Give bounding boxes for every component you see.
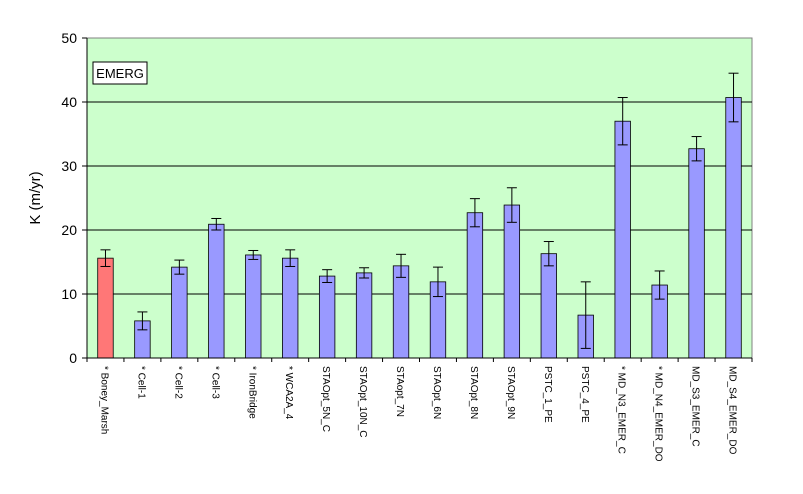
error-bar — [691, 136, 702, 162]
bar — [245, 254, 262, 359]
y-tick-label: 30 — [61, 158, 77, 174]
category-label: * IronBridge — [246, 366, 257, 419]
error-bar — [728, 72, 739, 123]
category-label: * MD_N4_EMER_DO — [653, 366, 664, 462]
error-bar — [359, 267, 370, 279]
category-label: * Cell-2 — [172, 366, 183, 399]
bar — [503, 204, 521, 359]
y-tick-label: 0 — [69, 350, 77, 366]
error-bar — [432, 266, 443, 298]
category-label: * MD_N3_EMER_C — [616, 366, 627, 454]
bar — [725, 97, 742, 359]
error-bar — [580, 281, 591, 349]
error-bar — [654, 270, 665, 300]
category-label: MD_S3_EMER_C — [690, 366, 701, 447]
error-bar — [469, 198, 480, 228]
error-bars — [100, 72, 739, 349]
bar — [171, 266, 188, 359]
y-tick-label: 20 — [61, 222, 77, 238]
error-bar — [211, 217, 222, 231]
error-bar — [248, 249, 259, 260]
category-label: PSTC_4_PE — [579, 366, 590, 423]
y-axis-label: K (m/yr) — [27, 171, 44, 224]
plot-area — [86, 37, 753, 359]
bar — [614, 120, 631, 359]
x-axis-labels: * Boney_Marsh * Cell-1 * Cell-2 * Cell-3 * I… — [86, 358, 753, 462]
bar — [318, 275, 336, 359]
category-label: MD_S4_EMER_DO — [727, 366, 738, 455]
category-label: STAOpt_5N_C — [320, 366, 331, 432]
bar — [97, 257, 114, 359]
category-label: * Cell-1 — [135, 366, 146, 399]
category-label: STAOpt_8N — [468, 366, 479, 419]
y-tick-label: 50 — [61, 30, 77, 46]
error-bar — [322, 269, 333, 283]
error-bar — [506, 187, 517, 223]
y-tick-label: 10 — [61, 286, 77, 302]
bar — [282, 257, 299, 359]
bar — [392, 265, 410, 359]
category-label: STAopt_7N — [394, 366, 405, 417]
error-bar — [137, 311, 148, 331]
category-label: STAOpt_10N_C — [357, 366, 368, 438]
category-label: STAOpt_9N — [505, 366, 516, 419]
y-tick-label: 40 — [61, 94, 77, 110]
category-label: * Boney_Marsh — [98, 366, 109, 434]
bar — [688, 148, 705, 359]
error-bar — [543, 241, 554, 267]
bar — [540, 253, 557, 359]
gridlines — [87, 101, 752, 295]
category-label: * WCA2A_4 — [283, 366, 294, 420]
error-bar — [396, 253, 407, 278]
category-label: * Cell-3 — [209, 366, 220, 399]
error-bar — [174, 259, 185, 275]
annotation-label: EMERG — [96, 66, 144, 81]
category-label: PSTC_1_PE — [542, 366, 553, 423]
error-bar — [285, 249, 296, 267]
bar — [208, 223, 225, 359]
bar — [466, 212, 484, 359]
error-bar — [617, 97, 628, 146]
category-label: STAOpt_6N — [431, 366, 442, 419]
error-bar — [100, 249, 111, 267]
annotation-box: EMERG — [92, 61, 148, 85]
bar — [355, 272, 373, 359]
